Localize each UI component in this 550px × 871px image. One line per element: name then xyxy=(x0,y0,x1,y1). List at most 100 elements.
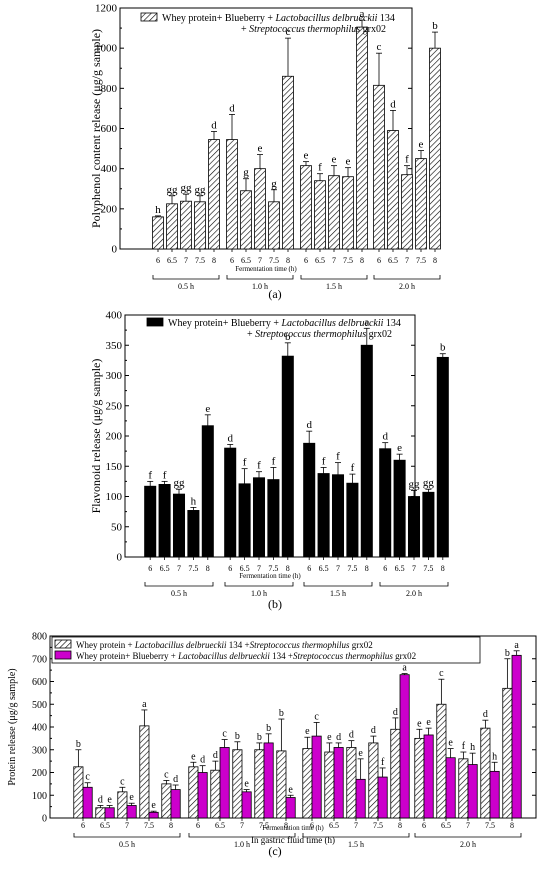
significance-letter: d xyxy=(336,732,341,743)
bar xyxy=(144,485,157,558)
legend-swatch xyxy=(54,639,72,649)
bar xyxy=(414,737,425,819)
x-tick-label: 6 xyxy=(383,564,387,573)
legend-label: Whey protein+ Blueberry + Lactobacillus … xyxy=(162,13,395,24)
significance-letter: a xyxy=(364,316,369,328)
panel-caption: (b) xyxy=(268,597,282,611)
significance-letter: f xyxy=(163,469,167,481)
group-label: 2.0 h xyxy=(460,840,476,849)
significance-letter: f xyxy=(336,451,340,463)
bar xyxy=(197,772,208,819)
x-axis-label: Fermentation time (h) xyxy=(235,265,297,273)
significance-letter: h xyxy=(492,751,497,762)
significance-letter: d xyxy=(390,98,396,110)
x-tick-label: 7 xyxy=(412,564,416,573)
significance-letter: f xyxy=(257,460,261,472)
bar xyxy=(393,459,406,558)
legend-text-part: Lactobacillus delbrueckii xyxy=(134,640,227,650)
x-tick-label: 6 xyxy=(310,821,314,830)
x-tick-label: 7 xyxy=(336,564,340,573)
y-tick-label: 500 xyxy=(32,700,47,711)
bar xyxy=(82,786,93,819)
legend: Whey protein+ Blueberry + Lactobacillus … xyxy=(146,317,401,340)
x-tick-label: 6 xyxy=(228,564,232,573)
chart-panel-3: 0 100 200 300 400 500 600 700 800 Protein release… xyxy=(7,632,537,858)
x-tick-label: 6 xyxy=(148,564,152,573)
significance-letter: e xyxy=(304,150,309,162)
significance-letter: f xyxy=(405,154,409,166)
x-tick-label: 6.5 xyxy=(240,564,250,573)
significance-letter: e xyxy=(346,156,351,168)
y-tick-label: 50 xyxy=(111,521,123,533)
x-tick-label: 7 xyxy=(177,564,181,573)
bar xyxy=(480,727,491,819)
bar xyxy=(238,483,251,558)
x-tick-label: 6.5 xyxy=(160,564,170,573)
bar xyxy=(407,496,421,558)
chart-panel-2: 0 50 100 150 200 250 300 350 400 Flavonoid releas… xyxy=(89,310,449,611)
group-label: 2.0 h xyxy=(399,282,415,291)
bar xyxy=(161,783,172,819)
group-label: 0.5 h xyxy=(178,282,194,291)
y-tick-label: 200 xyxy=(101,203,118,215)
bar xyxy=(324,751,335,819)
significance-letter: e xyxy=(426,717,431,728)
bar xyxy=(263,742,274,819)
bar xyxy=(373,84,385,250)
y-tick-label: 350 xyxy=(106,340,123,352)
bar xyxy=(201,425,214,558)
bar xyxy=(511,654,522,819)
x-tick-label: 7 xyxy=(258,256,262,265)
significance-letter: e xyxy=(358,748,363,759)
y-tick-label: 400 xyxy=(106,310,123,322)
significance-letter: b xyxy=(432,20,438,32)
bar xyxy=(224,447,237,558)
bar xyxy=(285,797,296,819)
legend-text-part: Whey protein + xyxy=(76,640,135,650)
x-tick-label: 7 xyxy=(405,256,409,265)
group-bracket xyxy=(300,275,368,280)
group-label: 1.0 h xyxy=(251,589,267,598)
x-tick-label: 7.5 xyxy=(423,564,433,573)
x-tick-label: 7.5 xyxy=(347,564,357,573)
group-label: 0.5 h xyxy=(119,840,135,849)
bar xyxy=(429,47,441,250)
legend-swatch xyxy=(146,317,164,327)
bar xyxy=(208,139,220,250)
group-bracket xyxy=(379,582,449,587)
x-tick-label: 8 xyxy=(510,821,514,830)
significance-letter: h xyxy=(155,204,161,216)
significance-letter: b xyxy=(235,731,240,742)
x-tick-label: 7 xyxy=(125,821,129,830)
x-tick-label: 6.5 xyxy=(215,821,225,830)
group-label: 1.5 h xyxy=(330,589,346,598)
bar xyxy=(232,749,243,819)
x-tick-label: 8 xyxy=(398,821,402,830)
significance-letter: b xyxy=(257,732,262,743)
x-tick-label: 6.5 xyxy=(100,821,110,830)
x-tick-label: 6 xyxy=(422,821,426,830)
y-axis-label: Protein release (μg/g sample) xyxy=(7,668,18,785)
significance-letter: c xyxy=(286,26,291,38)
significance-letter: f xyxy=(318,162,322,174)
bar xyxy=(95,807,106,819)
significance-letter: g xyxy=(243,167,249,179)
bar xyxy=(240,190,252,250)
x-tick-label: 7 xyxy=(466,821,470,830)
legend-swatch xyxy=(54,650,72,660)
x-axis-label: Fermentation time (h) xyxy=(239,572,301,580)
significance-letter: f xyxy=(272,455,276,467)
legend-label: Whey protein + Lactobacillus delbrueckii… xyxy=(76,640,373,650)
significance-letter: c xyxy=(439,668,444,679)
legend-text-part: Lactobacillus delbrueckii xyxy=(280,318,383,329)
bar xyxy=(276,750,287,819)
group-bracket xyxy=(302,833,410,838)
significance-letter: b xyxy=(279,708,284,719)
significance-letter: g xyxy=(271,178,277,190)
y-tick-label: 100 xyxy=(32,791,47,802)
x-tick-label: 7.5 xyxy=(268,564,278,573)
bar xyxy=(172,493,186,558)
legend-label-line2: + Streptococcus thermophilus grx02 xyxy=(241,24,386,35)
x-tick-label: 6.5 xyxy=(241,256,251,265)
significance-letter: gg xyxy=(167,184,179,196)
